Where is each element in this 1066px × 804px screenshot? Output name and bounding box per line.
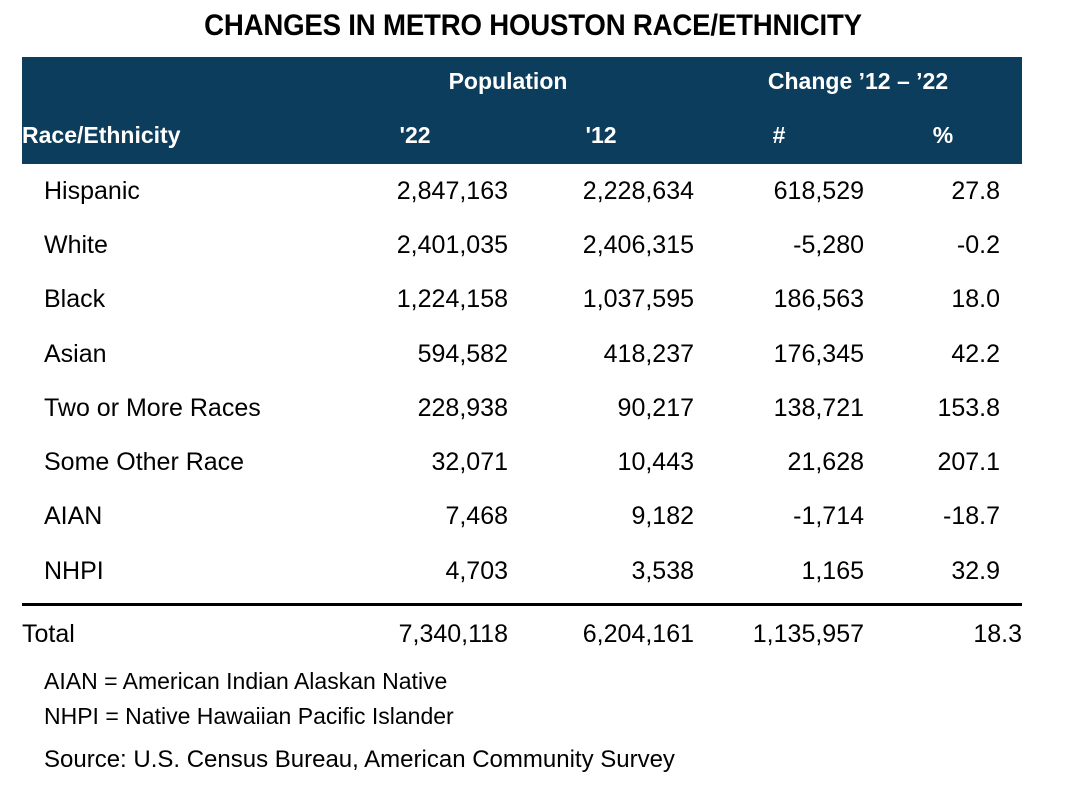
- cell-pop-12: 9,182: [631, 502, 695, 531]
- table-row: Asian 594,582 418,237 176,345 42.2: [22, 327, 1022, 381]
- group-header-blank: [22, 57, 322, 106]
- cell-change-number: 138,721: [773, 393, 865, 422]
- cell-pop-22: 32,071: [431, 448, 508, 477]
- row-label: White: [44, 230, 108, 259]
- cell-pop-12: 2,406,315: [582, 230, 695, 259]
- cell-change-percent: 207.1: [937, 448, 1001, 477]
- row-label: Hispanic: [44, 176, 140, 205]
- cell-pop-12: 1,037,595: [582, 285, 695, 314]
- cell-change-percent: 42.2: [951, 339, 1001, 368]
- total-label: Total: [22, 619, 75, 648]
- column-header-pop-22: '22: [322, 106, 508, 164]
- table-row: Black 1,224,158 1,037,595 186,563 18.0: [22, 273, 1022, 327]
- cell-change-number: 618,529: [773, 176, 865, 205]
- row-label: Some Other Race: [44, 448, 245, 477]
- footnotes: AIAN = American Indian Alaskan Native NH…: [44, 664, 1024, 734]
- total-row-wrapper: Total 7,340,118 6,204,161 1,135,957 18.3: [22, 608, 1022, 660]
- table-row: Hispanic 2,847,163 2,228,634 618,529 27.…: [22, 164, 1022, 218]
- cell-change-percent: 32.9: [951, 556, 1001, 585]
- footnote-nhpi: NHPI = Native Hawaiian Pacific Islander: [44, 703, 454, 729]
- cell-pop-12: 90,217: [617, 393, 695, 422]
- cell-change-number: -5,280: [793, 230, 865, 259]
- cell-change-number: -1,714: [793, 502, 865, 531]
- row-label: Black: [44, 285, 106, 314]
- data-table-wrapper: Population Change ’12 – ’22 Race/Ethnici…: [22, 57, 1023, 598]
- row-label: Two or More Races: [44, 393, 261, 422]
- table-column-header-row: Race/Ethnicity '22 '12 # %: [22, 106, 1023, 164]
- cell-change-percent: -18.7: [943, 502, 1001, 531]
- cell-pop-12: 2,228,634: [582, 176, 695, 205]
- footnote-aian: AIAN = American Indian Alaskan Native: [44, 668, 448, 694]
- row-label: NHPI: [44, 556, 104, 585]
- table-header: Population Change ’12 – ’22 Race/Ethnici…: [22, 57, 1023, 164]
- cell-pop-22: 228,938: [417, 393, 508, 422]
- cell-pop-12: 418,237: [603, 339, 695, 368]
- page-title: CHANGES IN METRO HOUSTON RACE/ETHNICITY: [204, 9, 862, 42]
- column-header-race-ethnicity: Race/Ethnicity: [22, 106, 322, 164]
- table-row: White 2,401,035 2,406,315 -5,280 -0.2: [22, 218, 1022, 272]
- column-header-change-number: #: [694, 106, 865, 164]
- cell-pop-22: 2,847,163: [396, 176, 508, 205]
- total-separator-rule: [22, 603, 1022, 606]
- cell-change-percent: 27.8: [951, 176, 1001, 205]
- source-note: Source: U.S. Census Bureau, American Com…: [44, 746, 675, 773]
- table-row: NHPI 4,703 3,538 1,165 32.9: [22, 544, 1022, 598]
- total-change-percent: 18.3: [973, 619, 1022, 648]
- cell-change-percent: 153.8: [937, 393, 1001, 422]
- table-row: Two or More Races 228,938 90,217 138,721…: [22, 381, 1022, 435]
- column-header-pop-12: '12: [508, 106, 695, 164]
- column-header-change-percent: %: [864, 106, 1023, 164]
- cell-change-percent: 18.0: [951, 285, 1001, 314]
- cell-pop-12: 10,443: [617, 448, 695, 477]
- table-row-total: Total 7,340,118 6,204,161 1,135,957 18.3: [22, 608, 1022, 660]
- total-pop-12: 6,204,161: [582, 619, 694, 648]
- cell-change-number: 176,345: [773, 339, 865, 368]
- table-body: Hispanic 2,847,163 2,228,634 618,529 27.…: [22, 164, 1022, 598]
- cell-pop-22: 2,401,035: [396, 230, 508, 259]
- cell-change-number: 1,165: [801, 556, 865, 585]
- table-group-header-row: Population Change ’12 – ’22: [22, 57, 1023, 106]
- total-pop-22: 7,340,118: [398, 619, 508, 648]
- group-header-population: Population: [322, 57, 695, 106]
- race-ethnicity-table: Population Change ’12 – ’22 Race/Ethnici…: [22, 57, 1023, 598]
- cell-pop-22: 7,468: [445, 502, 508, 531]
- cell-pop-22: 4,703: [445, 556, 508, 585]
- group-header-change: Change ’12 – ’22: [694, 57, 1023, 106]
- cell-change-number: 186,563: [773, 285, 865, 314]
- cell-change-number: 21,628: [787, 448, 865, 477]
- total-change-number: 1,135,957: [752, 619, 864, 648]
- total-table: Total 7,340,118 6,204,161 1,135,957 18.3: [22, 608, 1022, 660]
- row-label: Asian: [44, 339, 107, 368]
- row-label: AIAN: [44, 502, 103, 531]
- table-row: AIAN 7,468 9,182 -1,714 -18.7: [22, 490, 1022, 544]
- cell-pop-22: 1,224,158: [396, 285, 508, 314]
- cell-pop-12: 3,538: [631, 556, 695, 585]
- cell-pop-22: 594,582: [417, 339, 508, 368]
- cell-change-percent: -0.2: [956, 230, 1001, 259]
- table-row: Some Other Race 32,071 10,443 21,628 207…: [22, 435, 1022, 489]
